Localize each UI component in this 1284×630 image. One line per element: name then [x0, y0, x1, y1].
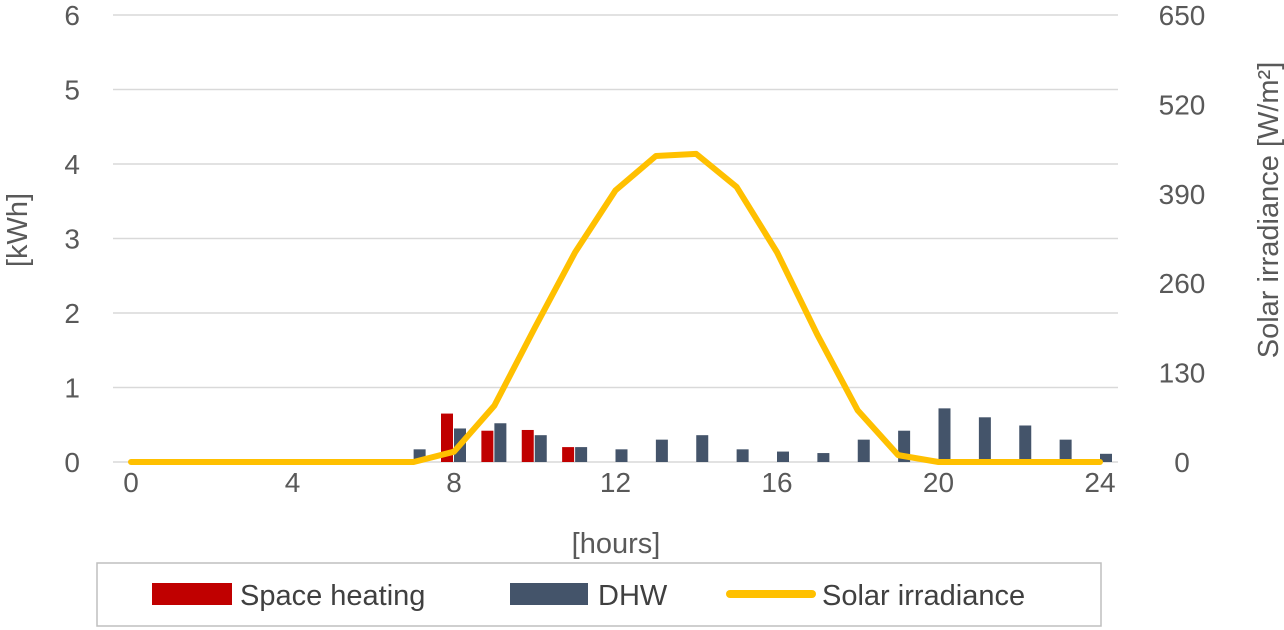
y2-tick-label-4: 520	[1159, 89, 1206, 120]
y-tick-label-2: 2	[64, 298, 80, 329]
x-tick-label-4: 16	[761, 467, 792, 498]
bar-dhw-17	[817, 453, 830, 462]
y-tick-label-4: 4	[64, 149, 80, 180]
y2-tick-label-0: 0	[1174, 447, 1190, 478]
y-axis-right-ticks: 0 130 260 390 520 650	[1159, 0, 1206, 478]
x-tick-label-3: 12	[600, 467, 631, 498]
bar-space-heating-11	[562, 447, 575, 462]
y-axis-left-ticks: 0 1 2 3 4 5 6	[64, 0, 80, 478]
y2-tick-label-5: 650	[1159, 0, 1206, 31]
y-tick-label-1: 1	[64, 373, 80, 404]
bar-dhw-9	[494, 423, 507, 462]
bar-dhw-11	[575, 447, 588, 462]
bar-dhw-16	[777, 451, 789, 462]
bar-dhw-13	[655, 439, 668, 462]
x-tick-label-5: 20	[923, 467, 954, 498]
legend-swatch-dhw	[510, 583, 588, 605]
legend-box	[96, 562, 1102, 627]
y2-tick-label-1: 130	[1159, 358, 1206, 389]
bar-dhw-15	[736, 449, 749, 462]
x-axis-title: [hours]	[572, 528, 661, 560]
bar-space-heating-10	[521, 429, 534, 462]
bar-dhw-10	[534, 435, 547, 462]
solar-line	[128, 150, 1103, 465]
x-axis-ticks: 0 4 8 12 16 20 24	[123, 467, 1115, 498]
bar-dhw-18	[857, 439, 870, 462]
bar-dhw-21	[978, 417, 991, 462]
y2-tick-label-2: 260	[1159, 268, 1206, 299]
bar-space-heating-9	[481, 430, 494, 462]
x-tick-label-6: 24	[1084, 467, 1115, 498]
y2-axis-title: Solar irradiance [W/m²]	[1253, 62, 1284, 359]
line-solar-irradiance	[128, 150, 1103, 465]
y-tick-label-5: 5	[64, 75, 80, 106]
bar-dhw-23	[1059, 439, 1072, 462]
bars	[413, 408, 1112, 462]
gridlines	[113, 14, 1118, 463]
legend: Space heating DHW Solar irradiance	[96, 562, 1102, 627]
legend-label-solar-irradiance: Solar irradiance	[822, 580, 1025, 612]
x-tick-label-2: 8	[446, 467, 462, 498]
legend-swatch-space-heating	[152, 583, 232, 605]
y-tick-label-6: 6	[64, 0, 80, 31]
bar-dhw-14	[696, 435, 709, 462]
y2-tick-label-3: 390	[1159, 179, 1206, 210]
y-tick-label-3: 3	[64, 224, 80, 255]
bar-dhw-24	[1100, 453, 1112, 462]
bar-dhw-22	[1019, 425, 1032, 462]
x-tick-label-0: 0	[123, 467, 139, 498]
legend-label-dhw: DHW	[598, 580, 668, 612]
bar-dhw-12	[615, 449, 628, 462]
legend-label-space-heating: Space heating	[240, 580, 425, 612]
x-tick-label-1: 4	[285, 467, 301, 498]
bar-dhw-20	[938, 408, 951, 462]
y-tick-label-0: 0	[64, 447, 80, 478]
y-axis-title: [kWh]	[2, 193, 34, 267]
